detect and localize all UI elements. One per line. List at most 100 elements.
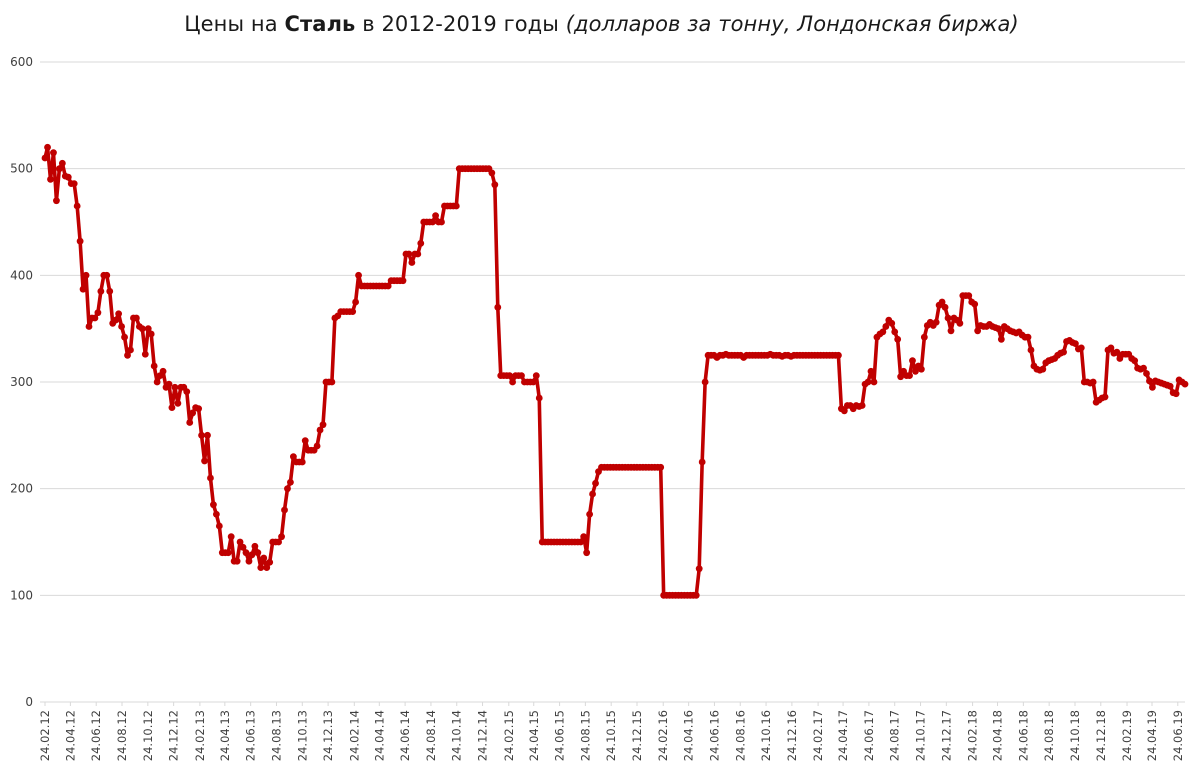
x-tick-label: 24.12.16 [785,710,799,761]
data-point [1113,348,1121,356]
data-point [138,325,146,333]
data-point [1140,364,1147,372]
data-point [529,378,537,386]
chart-title-bold: Сталь [284,12,356,36]
data-point [298,458,306,466]
chart-title: Цены на Сталь в 2012-2019 годы (долларов… [0,12,1203,36]
x-tick-label: 24.06.19 [1171,710,1185,761]
data-point [215,522,223,530]
data-point [70,180,78,188]
data-point [506,372,514,379]
data-point [1166,382,1174,390]
data-point [133,314,140,322]
data-point [103,271,111,279]
data-point [1072,340,1079,347]
data-point [864,378,872,386]
data-point [932,318,940,326]
data-point [1077,344,1085,352]
data-point [1146,377,1153,385]
data-point [204,431,211,439]
data-point [657,463,665,471]
data-point [897,373,905,381]
data-point [532,372,540,379]
data-point [287,478,294,486]
data-point [245,557,253,565]
data-point [355,271,362,279]
x-tick-label: 24.02.16 [656,710,670,761]
data-point [882,323,890,330]
x-tick-label: 24.02.14 [347,710,361,761]
y-axis: 0 100 200 300 400 500 600 [10,55,33,709]
x-tick-label: 24.06.14 [398,710,412,761]
data-point [144,325,152,333]
data-point [257,564,265,571]
x-tick-label: 24.02.17 [811,710,825,761]
data-point [284,485,291,493]
data-point [207,474,214,482]
data-point [121,333,128,341]
data-point [698,458,706,466]
data-point [894,335,902,343]
x-tick-label: 24.02.19 [1120,710,1134,761]
data-point [58,159,66,167]
data-point [438,218,445,226]
data-point [1039,365,1047,373]
x-tick-label: 24.10.13 [295,710,309,761]
data-point [888,319,896,327]
data-point [592,479,599,487]
x-tick-label: 24.08.18 [1042,710,1056,761]
data-point [150,362,158,370]
x-tick-label: 24.02.12 [38,710,52,761]
x-tick-label: 24.12.18 [1094,710,1108,761]
data-point [115,310,123,318]
data-point [328,378,336,386]
x-tick-label: 24.04.13 [218,710,232,761]
x-tick-label: 24.10.18 [1068,710,1082,761]
data-point [414,250,422,258]
data-point [44,143,51,151]
y-tick-label: 400 [10,268,33,282]
x-tick-label: 24.10.17 [914,710,928,761]
data-point [917,365,925,373]
x-tick-label: 24.04.12 [63,710,77,761]
data-point [1181,380,1189,388]
series-layer [41,143,1189,599]
x-tick-label: 24.04.18 [991,710,1005,761]
y-tick-label: 600 [10,55,33,69]
y-tick-label: 300 [10,375,33,389]
data-point [195,405,203,413]
chart-title-prefix: Цены на [184,12,285,36]
data-point [168,404,176,411]
data-point [349,308,357,315]
data-point [47,175,54,183]
x-tick-label: 24.12.12 [167,710,181,761]
y-tick-label: 500 [10,162,33,176]
x-tick-label: 24.12.14 [476,710,490,761]
x-tick-label: 24.12.17 [939,710,953,761]
data-point [994,325,1002,333]
data-point [941,303,949,311]
gridlines [40,61,1185,703]
data-point [494,303,502,311]
data-point [912,367,919,375]
data-point [997,335,1005,343]
data-point [53,197,60,205]
data-point [1172,390,1180,398]
data-point [76,237,84,245]
data-point [147,330,155,338]
data-point [210,501,217,509]
data-point [212,510,220,518]
data-point [159,367,167,375]
data-point [956,319,964,327]
data-point [429,218,437,226]
data-point [518,372,525,379]
data-point [73,202,81,210]
data-point [141,350,149,358]
data-point [1024,333,1032,341]
data-point [275,538,282,546]
data-point [583,549,591,557]
data-point [183,388,191,395]
x-tick-label: 24.06.16 [707,710,721,761]
